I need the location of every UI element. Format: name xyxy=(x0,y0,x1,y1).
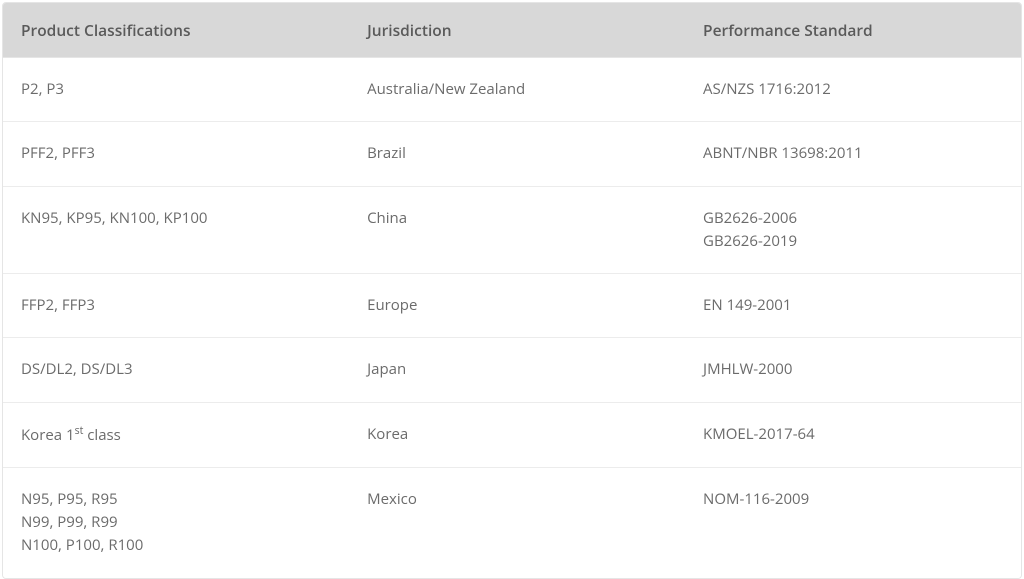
cell-classification: FFP2, FFP3 xyxy=(3,274,349,338)
cell-standard: AS/NZS 1716:2012 xyxy=(685,58,1021,122)
cell-classification: KN95, KP95, KN100, KP100 xyxy=(3,187,349,275)
table-row: DS/DL2, DS/DL3JapanJMHLW-2000 xyxy=(3,338,1021,402)
cell-standard: GB2626-2006GB2626-2019 xyxy=(685,187,1021,275)
table-row: P2, P3Australia/New ZealandAS/NZS 1716:2… xyxy=(3,58,1021,122)
cell-jurisdiction: Korea xyxy=(349,403,685,468)
cell-classification: Korea 1st class xyxy=(3,403,349,468)
cell-standard: ABNT/NBR 13698:2011 xyxy=(685,122,1021,186)
cell-classification: PFF2, PFF3 xyxy=(3,122,349,186)
table-row: N95, P95, R95N99, P99, R99N100, P100, R1… xyxy=(3,468,1021,578)
cell-jurisdiction: Europe xyxy=(349,274,685,338)
cell-classification: DS/DL2, DS/DL3 xyxy=(3,338,349,402)
standards-table: Product Classifications Jurisdiction Per… xyxy=(2,2,1022,579)
table-row: FFP2, FFP3EuropeEN 149-2001 xyxy=(3,274,1021,338)
col-header-classification: Product Classifications xyxy=(3,3,349,58)
cell-jurisdiction: Brazil xyxy=(349,122,685,186)
table-header-row: Product Classifications Jurisdiction Per… xyxy=(3,3,1021,58)
cell-standard: KMOEL-2017-64 xyxy=(685,403,1021,468)
cell-classification: P2, P3 xyxy=(3,58,349,122)
col-header-standard: Performance Standard xyxy=(685,3,1021,58)
table-row: PFF2, PFF3BrazilABNT/NBR 13698:2011 xyxy=(3,122,1021,186)
cell-jurisdiction: Mexico xyxy=(349,468,685,578)
col-header-jurisdiction: Jurisdiction xyxy=(349,3,685,58)
table-body: P2, P3Australia/New ZealandAS/NZS 1716:2… xyxy=(3,58,1021,578)
cell-jurisdiction: Japan xyxy=(349,338,685,402)
cell-jurisdiction: China xyxy=(349,187,685,275)
cell-classification: N95, P95, R95N99, P99, R99N100, P100, R1… xyxy=(3,468,349,578)
table-row: Korea 1st classKoreaKMOEL-2017-64 xyxy=(3,403,1021,468)
cell-standard: NOM-116-2009 xyxy=(685,468,1021,578)
cell-jurisdiction: Australia/New Zealand xyxy=(349,58,685,122)
cell-standard: EN 149-2001 xyxy=(685,274,1021,338)
table-row: KN95, KP95, KN100, KP100ChinaGB2626-2006… xyxy=(3,187,1021,275)
cell-standard: JMHLW-2000 xyxy=(685,338,1021,402)
